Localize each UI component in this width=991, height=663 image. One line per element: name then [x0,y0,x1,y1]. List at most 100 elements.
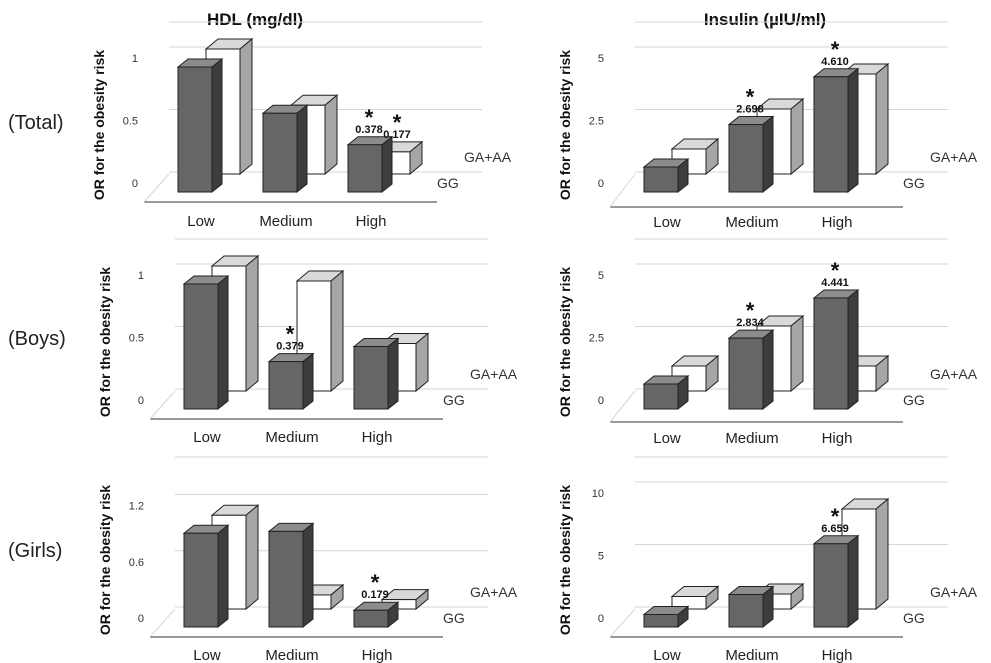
annotation-significance-marker: * [393,110,402,135]
annotation-value: 0.179 [361,589,389,601]
bar-ga-aa-low [670,354,720,393]
bar-gg-high-front [813,297,849,410]
column-title-hdl: HDL (mg/dl) [207,10,303,29]
x-category-label: High [822,214,853,231]
series-label-ga-aa: GA+AA [930,584,978,600]
bar-gg-high [812,67,860,194]
bar-gg-low-side [217,524,229,629]
y-tick-label: 2.5 [589,116,604,128]
series-label-ga-aa: GA+AA [470,366,518,382]
bar-ga-aa-low-side [245,504,259,611]
y-axis-label: OR for the obesity risk [557,267,573,417]
x-category-label: Medium [725,647,778,663]
bar-ga-aa-low-front [671,596,707,610]
series-label-ga-aa: GA+AA [464,149,512,165]
bar-gg-high-side [847,288,859,411]
bar-ga-aa-high-side [415,332,429,393]
annotation-significance-marker: * [831,37,840,62]
annotation-value: 0.177 [383,129,411,141]
bar-gg-medium [727,115,775,194]
bar-gg-medium-side [296,104,308,194]
bar-gg-medium [261,104,309,194]
x-category-label: High [822,647,853,663]
annotation-significance-marker: * [831,258,840,283]
annotation-significance-marker: * [746,298,755,323]
y-tick-label: 1.2 [129,501,144,513]
bar-ga-aa-low [670,585,720,611]
y-tick-label: 5 [598,53,604,65]
bar-gg-medium [267,522,315,629]
series-label-gg: GG [903,610,925,626]
x-category-label: Low [653,430,681,447]
bar-gg-medium-side [762,329,774,411]
bar-gg-medium-front [728,337,764,410]
bar-ga-aa-high [380,588,430,611]
bar-gg-medium [727,329,775,411]
row-label-girls: (Girls) [8,540,62,562]
y-tick-label: 0 [132,178,138,190]
bar-gg-high-side [387,337,399,411]
y-tick-label: 2.5 [589,333,604,345]
bar-gg-low-side [211,57,223,194]
bar-gg-medium-side [302,522,314,629]
bar-gg-high [346,135,394,194]
annotation-value: 0.379 [276,341,304,353]
bar-gg-high-front [813,76,849,193]
x-category-label: Low [193,429,221,446]
y-tick-label: 0 [138,395,144,407]
x-category-label: High [356,213,387,230]
y-axis-label: OR for the obesity risk [97,485,113,635]
x-category-label: Medium [259,213,312,230]
bar-gg-high-front [813,543,849,628]
bar-gg-high-front [353,346,389,410]
series-label-ga-aa: GA+AA [470,584,518,600]
bar-ga-aa-medium-side [330,269,344,393]
annotation-value: 4.441 [821,277,849,289]
x-category-label: High [822,430,853,447]
bar-gg-medium-front [728,594,764,628]
bar-gg-medium-side [762,115,774,194]
bar-gg-low-front [643,166,679,193]
y-tick-label: 10 [592,488,604,500]
row-label-boys: (Boys) [8,328,66,350]
series-label-ga-aa: GA+AA [930,366,978,382]
annotation-value: 4.610 [821,56,849,68]
y-tick-label: 1 [132,53,138,65]
bar-gg-low [182,274,230,411]
floor-edge [609,608,636,638]
annotation-value: 2.698 [736,104,764,116]
column-title-insulin: Insulin (µIU/ml) [704,10,826,29]
annotation-significance-marker: * [831,504,840,529]
floor-edge [609,390,636,423]
bar-gg-medium-front [268,530,304,628]
y-axis-label: OR for the obesity risk [557,485,573,635]
y-axis-label: OR for the obesity risk [91,50,107,200]
series-label-ga-aa: GA+AA [930,149,978,165]
bar-ga-aa-medium-side [324,94,338,176]
bar-gg-medium-front [728,124,764,193]
bar-gg-low-front [643,614,679,628]
bar-ga-aa-low [670,137,720,176]
bar-gg-low [182,524,230,629]
y-axis-label: OR for the obesity risk [557,50,573,200]
bar-gg-high [812,534,860,629]
bar-gg-medium [727,585,775,629]
annotation-significance-marker: * [365,105,374,130]
x-category-label: Low [653,214,681,231]
x-category-label: Medium [265,647,318,663]
y-tick-label: 1 [138,270,144,282]
series-label-gg: GG [443,610,465,626]
annotation-value: 6.659 [821,523,849,535]
bar-gg-medium-front [262,112,298,193]
bar-gg-high-side [847,67,859,194]
annotation-value: 2.834 [736,317,764,329]
floor-edge [149,608,176,638]
floor-edge [609,173,636,208]
annotation-significance-marker: * [371,570,380,595]
bar-ga-aa-high-side [875,497,889,611]
bar-ga-aa-medium-side [790,97,804,176]
bar-ga-aa-high-side [875,62,889,176]
